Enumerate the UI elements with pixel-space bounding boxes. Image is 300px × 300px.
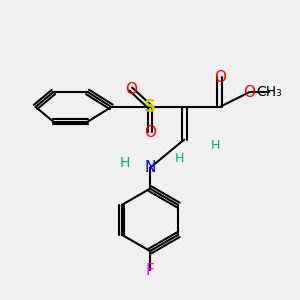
Text: S: S: [144, 98, 156, 116]
Text: H: H: [175, 152, 184, 165]
Text: O: O: [214, 70, 226, 85]
Text: H: H: [119, 156, 130, 170]
Text: N: N: [144, 160, 156, 175]
Text: F: F: [146, 263, 154, 278]
Text: O: O: [144, 125, 156, 140]
Text: O: O: [125, 82, 137, 97]
Text: CH₃: CH₃: [256, 85, 282, 99]
Text: H: H: [211, 139, 220, 152]
Text: O: O: [244, 85, 256, 100]
